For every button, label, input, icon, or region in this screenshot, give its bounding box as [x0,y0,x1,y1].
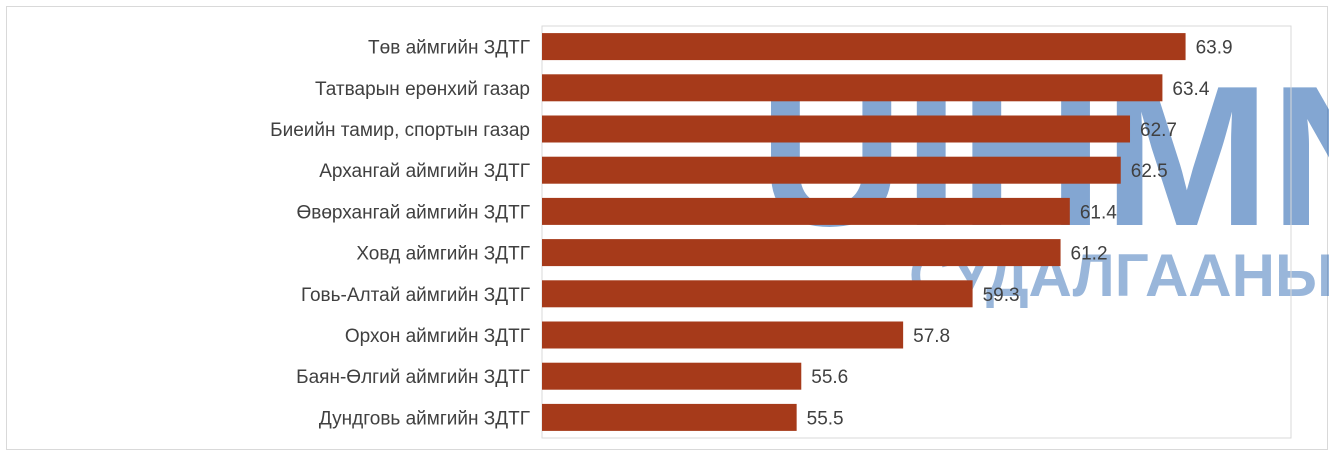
data-label: 55.6 [811,367,848,388]
data-label: 62.7 [1140,120,1177,141]
bar [542,156,1121,184]
data-label: 61.4 [1080,202,1117,223]
data-label: 63.4 [1172,79,1209,100]
data-label: 55.5 [807,408,844,429]
data-label: 63.9 [1196,38,1233,59]
category-label: Өвөрхангай аймгийн ЗДТГ [296,202,530,223]
bar [542,362,802,390]
data-label: 62.5 [1131,161,1168,182]
category-label: Архангай аймгийн ЗДТГ [319,161,530,182]
bar [542,321,904,349]
bar [542,403,797,431]
bars-layer: Төв аймгийн ЗДТГ 63.9 Татварын ерөнхий газ… [270,33,1233,431]
data-label: 57.8 [913,326,950,347]
bar [542,33,1186,61]
category-label: Татварын ерөнхий газар [315,79,530,100]
data-label: 59.3 [983,285,1020,306]
bar [542,74,1163,102]
bar-chart: UIHMN СУДАЛГААНЫ САН Төв аймгийн ЗДТГ63.… [270,25,1329,439]
bar [542,280,973,308]
bar [542,239,1061,267]
category-label: Говь-Алтай аймгийн ЗДТГ [301,285,530,306]
plot-area [541,25,1292,439]
category-label: Төв аймгийн ЗДТГ [368,38,530,59]
bar [542,115,1131,143]
data-label: 61.2 [1071,244,1108,265]
category-label: Ховд аймгийн ЗДТГ [356,244,530,265]
category-label: Дундговь аймгийн ЗДТГ [319,408,530,429]
category-label: Баян-Өлгий аймгийн ЗДТГ [296,367,530,388]
category-label: Биеийн тамир, спортын газар [270,120,530,141]
chart-area: UIHMN СУДАЛГААНЫ САН Төв аймгийн ЗДТГ63.… [6,6,1329,450]
bar [542,197,1070,225]
category-label: Орхон аймгийн ЗДТГ [345,326,530,347]
